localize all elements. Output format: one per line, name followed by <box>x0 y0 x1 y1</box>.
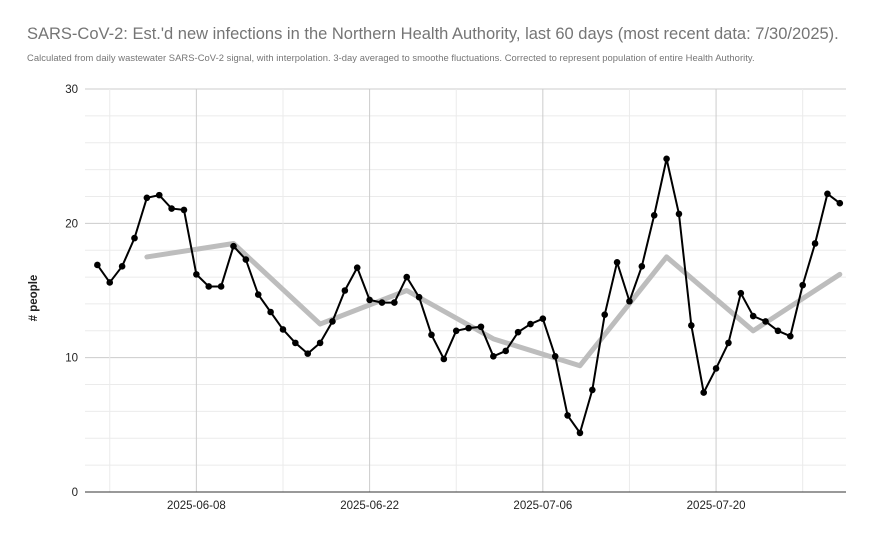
data-point <box>230 242 237 250</box>
x-tick-label: 2025-06-22 <box>340 500 399 512</box>
x-tick-label: 2025-07-06 <box>513 500 572 512</box>
data-point <box>242 256 250 263</box>
data-point <box>638 263 646 270</box>
data-point <box>366 296 373 304</box>
data-point <box>749 312 757 320</box>
data-point <box>626 297 633 305</box>
data-point <box>131 234 138 242</box>
data-point <box>118 263 126 270</box>
y-tick-label: 0 <box>72 487 78 499</box>
data-point <box>551 353 559 360</box>
data-point <box>514 328 522 336</box>
data-point <box>799 281 806 289</box>
y-tick-label: 20 <box>65 218 78 230</box>
data-point <box>316 339 324 347</box>
data-point <box>737 289 745 297</box>
data-point <box>415 293 423 301</box>
data-point <box>279 326 287 333</box>
data-point <box>762 318 769 325</box>
chart-title: SARS-CoV-2: Est.'d new infections in the… <box>27 25 839 43</box>
data-point <box>155 191 163 199</box>
data-point <box>490 353 497 360</box>
data-point <box>205 283 213 290</box>
data-point <box>378 299 386 306</box>
data-point <box>193 271 200 278</box>
data-point <box>391 299 398 306</box>
data-point <box>836 199 844 207</box>
series-line-daily <box>96 157 841 434</box>
data-point <box>428 331 435 339</box>
data-point <box>675 210 683 218</box>
data-point <box>292 339 299 347</box>
data-point <box>811 240 819 247</box>
data-point <box>650 211 658 219</box>
data-point <box>217 283 225 290</box>
data-point <box>403 273 411 281</box>
data-point <box>143 194 151 202</box>
data-point <box>477 323 485 331</box>
data-point <box>787 332 794 340</box>
data-point <box>440 355 448 363</box>
data-point <box>353 264 361 271</box>
data-point <box>774 327 782 335</box>
chart-subtitle: Calculated from daily wastewater SARS-Co… <box>27 52 755 63</box>
y-tick-label: 30 <box>65 84 78 96</box>
data-point <box>304 350 312 357</box>
data-point <box>564 412 571 419</box>
data-point <box>180 206 188 214</box>
data-point <box>712 365 720 372</box>
data-point <box>725 339 732 347</box>
x-tick-label: 2025-07-20 <box>687 500 746 512</box>
data-point <box>329 318 336 325</box>
x-tick-label: 2025-06-08 <box>167 500 226 512</box>
data-point <box>168 205 175 212</box>
data-point <box>527 320 534 328</box>
y-tick-label: 10 <box>65 353 78 365</box>
data-point <box>452 327 460 335</box>
data-point <box>824 190 831 198</box>
data-point <box>267 308 274 316</box>
data-point <box>663 155 670 163</box>
data-point <box>502 347 510 355</box>
data-point <box>539 315 547 323</box>
data-point <box>589 386 596 394</box>
series-line-trend <box>144 240 843 369</box>
data-point <box>341 287 349 294</box>
data-point <box>613 258 621 266</box>
data-point <box>465 324 472 332</box>
data-point <box>601 311 609 318</box>
data-point <box>576 429 584 437</box>
data-point <box>700 389 707 396</box>
data-point <box>688 322 695 329</box>
data-point <box>94 261 101 269</box>
data-point <box>106 279 114 286</box>
data-point <box>254 291 262 298</box>
